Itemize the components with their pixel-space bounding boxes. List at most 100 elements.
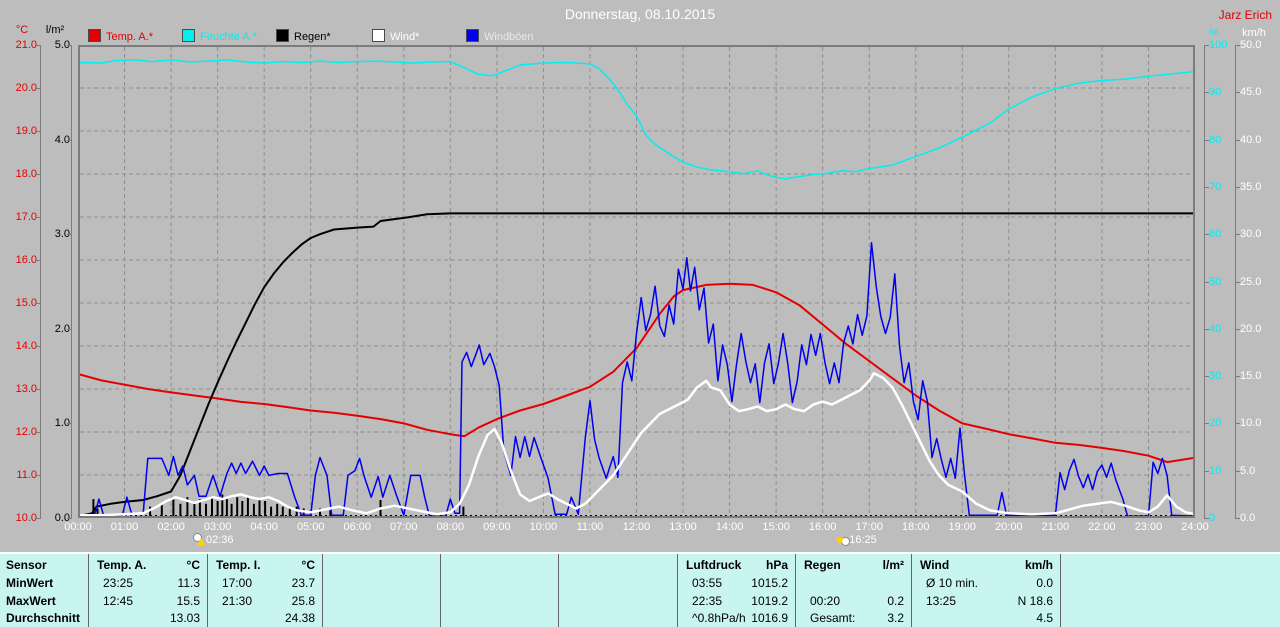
x-tick-label-21-00: 21:00 bbox=[1041, 521, 1070, 533]
left_lm2-tick-label: 1.0 bbox=[54, 417, 70, 430]
sunrise-icon bbox=[193, 533, 206, 546]
left_c-tick-label: 18.0 bbox=[15, 168, 37, 180]
left_lm2-tick-mark bbox=[67, 139, 72, 141]
legend-label: Regen* bbox=[294, 31, 331, 43]
stats-table: Sensor MinWert MaxWert Durchschnitt Temp. A.… bbox=[0, 552, 1280, 627]
stats-cell-value: 1015.2 bbox=[751, 576, 788, 590]
stats-cell-time: 17:00 bbox=[222, 576, 253, 590]
legend-swatch-icon bbox=[466, 29, 479, 42]
stats-cell-time: Ø 10 min. bbox=[926, 576, 979, 590]
right_pct-tick-label: 50 bbox=[1209, 275, 1222, 288]
legend-item-2: Feuchte A.* bbox=[182, 29, 257, 43]
stats-column-4 bbox=[440, 554, 559, 627]
stats-cell-time: 12:45 bbox=[103, 594, 134, 608]
right_kmh-tick-label: 20.0 bbox=[1240, 322, 1262, 335]
sunset-icon bbox=[836, 533, 851, 546]
stats-cell-value: 13.03 bbox=[169, 611, 200, 625]
right_kmh-tick-label: 35.0 bbox=[1240, 180, 1262, 193]
x-tick-label-16-00: 16:00 bbox=[808, 521, 837, 533]
right_kmh-tick-label: 10.0 bbox=[1240, 417, 1262, 430]
wind-line bbox=[78, 372, 1195, 517]
stats-cell-time: 22:35 bbox=[692, 594, 723, 608]
right_kmh-tick-mark bbox=[1235, 186, 1240, 188]
x-tick-label-01-00: 01:00 bbox=[110, 521, 139, 533]
stats-column-7: Regen l/m² 00:20 0.2 Gesamt: 3.2 bbox=[795, 554, 912, 627]
left_c-tick-mark bbox=[36, 88, 41, 89]
right_pct-tick-mark bbox=[1204, 328, 1209, 330]
stats-col-unit: km/h bbox=[1024, 558, 1053, 572]
left_c-tick-mark bbox=[36, 475, 41, 476]
stats-column-5 bbox=[558, 554, 678, 627]
x-tick-label-00-00: 00:00 bbox=[64, 521, 92, 533]
page-title: Donnerstag, 08.10.2015 bbox=[564, 6, 716, 22]
legend-label: Wind* bbox=[390, 31, 420, 43]
left_lm2-tick-mark bbox=[67, 518, 72, 519]
left_c-tick-mark bbox=[36, 389, 41, 390]
left_lm2-tick-label: 5.0 bbox=[54, 39, 70, 51]
left_lm2-tick-mark bbox=[67, 45, 72, 46]
right_pct-tick-mark bbox=[1204, 234, 1209, 236]
left_lm2-tick-mark bbox=[67, 234, 72, 236]
left_c-tick-label: 19.0 bbox=[15, 125, 37, 137]
right_kmh-tick-mark bbox=[1235, 234, 1240, 236]
stats-column-1: Temp. A. °C 23:25 11.3 12:45 15.5 13.03 bbox=[88, 554, 208, 627]
stats-column-2: Temp. I. °C 17:00 23.7 21:30 25.8 24.38 bbox=[207, 554, 323, 627]
right_pct-tick-label: 80 bbox=[1209, 133, 1222, 146]
stats-cell-time: 03:55 bbox=[692, 576, 723, 590]
right_kmh-tick-mark bbox=[1235, 92, 1240, 94]
legend-item-1: Temp. A.* bbox=[88, 29, 154, 43]
stats-cell-time: Gesamt: bbox=[810, 611, 856, 625]
grid-lines bbox=[80, 47, 1193, 516]
right_kmh-tick-label: 0.0 bbox=[1240, 512, 1256, 524]
stats-col-unit: l/m² bbox=[882, 558, 904, 572]
stats-cell-value: 23.7 bbox=[291, 576, 315, 590]
x-tick-label-08-00: 08:00 bbox=[436, 521, 465, 533]
legend-item-5: Windböen bbox=[466, 29, 534, 43]
x-tick-label-07-00: 07:00 bbox=[390, 521, 418, 533]
left_lm2-tick-label: 2.0 bbox=[54, 322, 70, 335]
x-tick-label-20-00: 20:00 bbox=[995, 521, 1023, 533]
right_kmh-tick-label: 30.0 bbox=[1240, 228, 1262, 241]
right_kmh-tick-label: 25.0 bbox=[1240, 275, 1262, 288]
marker-time-label: 02:36 bbox=[206, 534, 234, 546]
marker-02-36: 02:36 bbox=[193, 533, 234, 549]
right_pct-tick-mark bbox=[1204, 423, 1209, 425]
stats-column-9 bbox=[1060, 554, 1280, 627]
x-tick-label-03-00: 03:00 bbox=[203, 521, 232, 533]
right_pct-tick-mark bbox=[1204, 281, 1209, 283]
left_lm2-tick-label: 4.0 bbox=[54, 133, 70, 146]
right_pct-tick-mark bbox=[1204, 470, 1209, 472]
stats-cell-value: N 18.6 bbox=[1017, 594, 1053, 608]
left_c-tick-label: 16.0 bbox=[15, 254, 37, 266]
stats-row-label: Sensor bbox=[6, 558, 47, 572]
legend-swatch-icon bbox=[88, 29, 101, 42]
right_pct-tick-label: 20 bbox=[1209, 417, 1222, 430]
left_c-tick-mark bbox=[36, 518, 41, 519]
stats-cell-value: 11.3 bbox=[177, 576, 200, 590]
legend-swatch-icon bbox=[276, 29, 289, 42]
stats-cell-value: 3.2 bbox=[887, 611, 904, 625]
x-tick-label-05-00: 05:00 bbox=[296, 521, 325, 533]
x-tick-label-19-00: 19:00 bbox=[948, 521, 977, 533]
unit-label-lpm2: l/m² bbox=[45, 24, 65, 36]
stats-col-unit: °C bbox=[186, 558, 200, 572]
right_kmh-tick-mark bbox=[1235, 139, 1240, 141]
x-tick-label-09-00: 09:00 bbox=[483, 521, 511, 533]
legend-label: Feuchte A.* bbox=[200, 31, 257, 43]
left_c-tick-mark bbox=[36, 217, 41, 218]
legend-item-3: Regen* bbox=[276, 29, 331, 43]
stats-row-label: MaxWert bbox=[6, 594, 56, 608]
right_kmh-tick-label: 50.0 bbox=[1240, 39, 1262, 51]
stats-cell-time: 13:25 bbox=[926, 594, 957, 608]
right_kmh-tick-mark bbox=[1235, 281, 1240, 283]
right_kmh-tick-label: 40.0 bbox=[1240, 133, 1262, 146]
legend-swatch-icon bbox=[182, 29, 195, 42]
stats-row-label: Durchschnitt bbox=[6, 611, 81, 625]
legend-label: Temp. A.* bbox=[106, 31, 154, 43]
x-tick-label-14-00: 14:00 bbox=[715, 521, 744, 533]
right_kmh-tick-mark bbox=[1235, 45, 1240, 46]
left_c-axis-line bbox=[40, 45, 41, 519]
right_pct-tick-mark bbox=[1204, 139, 1209, 141]
x-tick-label-02-00: 02:00 bbox=[157, 521, 185, 533]
right_pct-tick-label: 10 bbox=[1209, 464, 1222, 477]
